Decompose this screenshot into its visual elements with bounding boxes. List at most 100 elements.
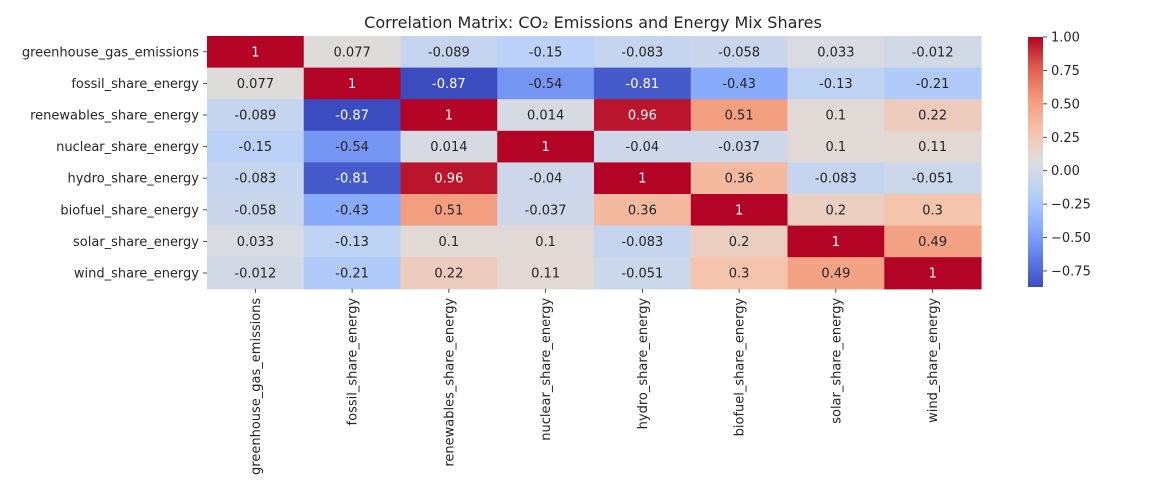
cell-value-label: 0.49 [821, 267, 850, 282]
cell-value-label: 0.2 [826, 203, 847, 218]
heatmap-cell [594, 130, 692, 163]
colorbar-tick-label: 1.00 [1051, 31, 1080, 46]
cell-value-label: 0.014 [430, 140, 467, 155]
heatmap-cell [303, 36, 402, 69]
cell-value-label: -0.04 [529, 172, 563, 187]
heatmap-cell [303, 99, 402, 132]
heatmap-cell [497, 194, 595, 227]
cell-value-label: -0.089 [234, 109, 276, 124]
heatmap-cell [690, 194, 789, 227]
heatmap-cell [400, 36, 498, 69]
x-tick-label: fossil_share_energy [346, 298, 361, 426]
heatmap-cell [787, 130, 885, 163]
cell-value-label: 0.49 [918, 235, 947, 250]
cell-value-label: -0.21 [916, 77, 950, 92]
cell-value-label: -0.15 [239, 140, 273, 155]
x-tick-label: biofuel_share_energy [733, 297, 748, 436]
cell-value-label: 0.014 [527, 109, 564, 124]
cell-value-label: -0.04 [626, 140, 660, 155]
colorbar-tick-label: 0.50 [1051, 97, 1080, 112]
cell-value-label: 1 [541, 140, 549, 155]
cell-value-label: 1 [638, 172, 646, 187]
cell-value-label: -0.051 [912, 172, 954, 187]
heatmap-cell [594, 67, 692, 100]
heatmap-cell [884, 130, 982, 163]
cell-value-label: -0.037 [718, 140, 760, 155]
heatmap-cell [787, 67, 885, 100]
cell-value-label: 0.51 [434, 203, 463, 218]
heatmap-cell [497, 99, 595, 132]
heatmap-cell [787, 257, 885, 290]
heatmap-cell [207, 130, 305, 163]
heatmap-cell [594, 36, 692, 69]
cell-value-label: -0.15 [529, 45, 563, 60]
cell-value-label: 0.51 [725, 109, 754, 124]
colorbar-tick-label: 0.00 [1051, 164, 1080, 179]
colorbar-tick-label: 0.75 [1051, 64, 1080, 79]
heatmap-cell [497, 67, 595, 100]
cell-value-label: -0.058 [718, 45, 760, 60]
heatmap-cell [207, 36, 305, 69]
heatmap-cell [207, 194, 305, 227]
y-tick-label: nuclear_share_energy [56, 140, 199, 155]
cell-value-label: -0.87 [432, 77, 466, 92]
cell-value-label: -0.81 [626, 77, 660, 92]
cell-value-label: -0.083 [621, 45, 663, 60]
cell-value-label: 0.2 [729, 235, 750, 250]
heatmap-cell [303, 130, 402, 163]
heatmap-cell [400, 67, 498, 100]
heatmap-cell [787, 36, 885, 69]
cell-value-label: 0.36 [725, 172, 754, 187]
heatmap-cell [400, 257, 498, 290]
heatmap-cell [884, 67, 982, 100]
cell-value-label: 1 [445, 109, 453, 124]
y-tick-label: solar_share_energy [73, 235, 199, 250]
cell-value-label: -0.037 [525, 203, 567, 218]
cell-value-label: 0.3 [922, 203, 943, 218]
cell-value-label: 0.077 [334, 45, 371, 60]
colorbar [1028, 37, 1043, 287]
heatmap-cell [207, 67, 305, 100]
cell-value-label: 0.11 [531, 267, 560, 282]
cell-value-label: -0.54 [335, 140, 369, 155]
cell-value-label: -0.012 [234, 267, 276, 282]
heatmap-cell [690, 67, 789, 100]
heatmap-cell [497, 257, 595, 290]
heatmap-cell [303, 194, 402, 227]
y-tick-label: greenhouse_gas_emissions [22, 45, 199, 60]
y-tick-label: wind_share_energy [74, 267, 199, 282]
cell-value-label: 0.033 [237, 235, 274, 250]
chart-title: Correlation Matrix: CO₂ Emissions and En… [364, 13, 822, 32]
heatmap-cell [787, 194, 885, 227]
cell-value-label: -0.43 [335, 203, 369, 218]
colorbar-tick-labels: 1.00 0.75 0.50 0.25 0.00 −0.25 −0.50 −0.75 [1043, 31, 1091, 279]
heatmap-cell [884, 194, 982, 227]
cell-value-label: 0.96 [628, 109, 657, 124]
heatmap-cell [884, 257, 982, 290]
heatmap-cell [594, 194, 692, 227]
heatmap-cell [400, 225, 498, 258]
cell-value-label: -0.21 [335, 267, 369, 282]
heatmap-cell-labels: 1 0.077 -0.089 -0.15 -0.083 -0.058 0.033 -0.012… [234, 45, 953, 281]
cell-value-label: 1 [832, 235, 840, 250]
cell-value-label: 0.96 [434, 172, 463, 187]
heatmap-cell [690, 36, 789, 69]
heatmap-cell [207, 225, 305, 258]
cell-value-label: 0.36 [628, 203, 657, 218]
cell-value-label: 0.11 [918, 140, 947, 155]
heatmap-cell [207, 257, 305, 290]
x-axis-tick-labels: greenhouse_gas_emissions fossil_share_ene… [249, 288, 941, 475]
y-tick-label: fossil_share_energy [71, 77, 199, 92]
cell-value-label: 0.077 [237, 77, 274, 92]
colorbar-tick-label: −0.25 [1051, 198, 1091, 213]
heatmap-cell [400, 162, 498, 195]
heatmap-cells [207, 36, 982, 290]
cell-value-label: -0.012 [912, 45, 954, 60]
heatmap-cell [690, 225, 789, 258]
heatmap-cell [303, 257, 402, 290]
heatmap-cell [303, 67, 402, 100]
heatmap-cell [690, 257, 789, 290]
heatmap-cell [207, 162, 305, 195]
cell-value-label: -0.13 [335, 235, 369, 250]
heatmap-cell [884, 36, 982, 69]
